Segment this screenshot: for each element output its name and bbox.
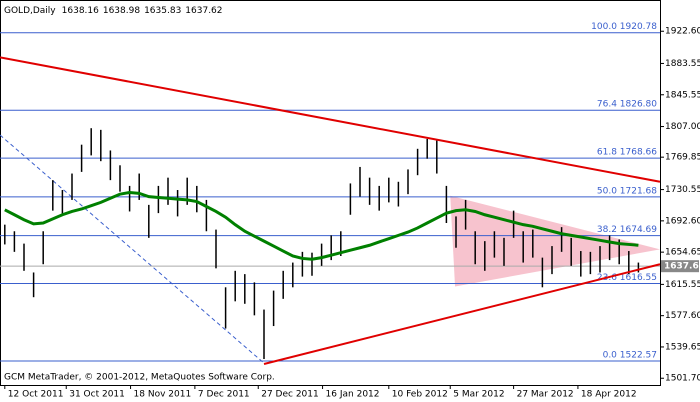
- high: 1638.98: [103, 6, 140, 16]
- last-price-box: [661, 260, 699, 273]
- x-tick-label: 27 Dec 2011: [261, 390, 319, 400]
- y-tick-label: 1922.60: [665, 27, 700, 37]
- header: GOLD,Daily 1638.16 1638.98 1635.83 1637.62: [4, 6, 223, 16]
- moving-average: [4, 190, 639, 261]
- fib-label: 23.6 1616.55: [597, 273, 657, 283]
- y-tick-label: 1845.55: [665, 90, 700, 100]
- x-tick-label: 18 Nov 2011: [134, 390, 192, 400]
- x-tick-label: 12 Oct 2011: [8, 390, 64, 400]
- open: 1638.16: [62, 6, 99, 16]
- fib-label: 38.2 1674.69: [597, 225, 657, 235]
- fib-label: 0.0 1522.57: [603, 351, 657, 361]
- fib-label: 76.4 1826.80: [597, 100, 657, 110]
- x-tick-label: 10 Feb 2012: [392, 390, 448, 400]
- y-tick-label: 1539.65: [665, 342, 700, 352]
- fib-label: 100.0 1920.78: [591, 22, 657, 32]
- y-tick-label: 1692.60: [665, 216, 700, 226]
- y-tick-label: 1577.60: [665, 311, 700, 321]
- y-tick-label: 1730.55: [665, 185, 700, 195]
- trendline: [0, 56, 661, 183]
- x-tick-label: 31 Oct 2011: [69, 390, 125, 400]
- symbol: GOLD,Daily: [4, 6, 56, 16]
- low: 1635.83: [144, 6, 181, 16]
- y-tick-label: 1807.00: [665, 122, 700, 132]
- x-tick-label: 18 Apr 2012: [581, 390, 637, 400]
- y-tick-label: 1769.85: [665, 153, 700, 163]
- y-tick-label: 1501.70: [665, 374, 700, 384]
- y-tick-label: 1615.55: [665, 280, 700, 290]
- x-tick-label: 7 Dec 2011: [198, 390, 250, 400]
- trendline: [263, 263, 661, 365]
- plot: 100.0 1920.78 76.4 1826.80 61.8 1768.66 50.…: [0, 22, 661, 365]
- fib-label: 61.8 1768.66: [597, 148, 657, 158]
- fib-label: 50.0 1721.68: [597, 186, 657, 196]
- y-tick-label: 1654.65: [665, 248, 700, 258]
- x-tick-label: 27 Mar 2012: [517, 390, 574, 400]
- last-price-label: 1637.62: [664, 262, 700, 272]
- y-tick-label: 1883.55: [665, 59, 700, 69]
- fib-baseline: [0, 134, 266, 365]
- x-tick-label: 16 Jan 2012: [326, 390, 380, 400]
- x-tick-label: 5 Mar 2012: [453, 390, 504, 400]
- plot-frame: [0, 0, 661, 386]
- close: 1637.62: [185, 6, 222, 16]
- footer: GCM MetaTrader, © 2001-2012, MetaQuotes …: [4, 373, 275, 383]
